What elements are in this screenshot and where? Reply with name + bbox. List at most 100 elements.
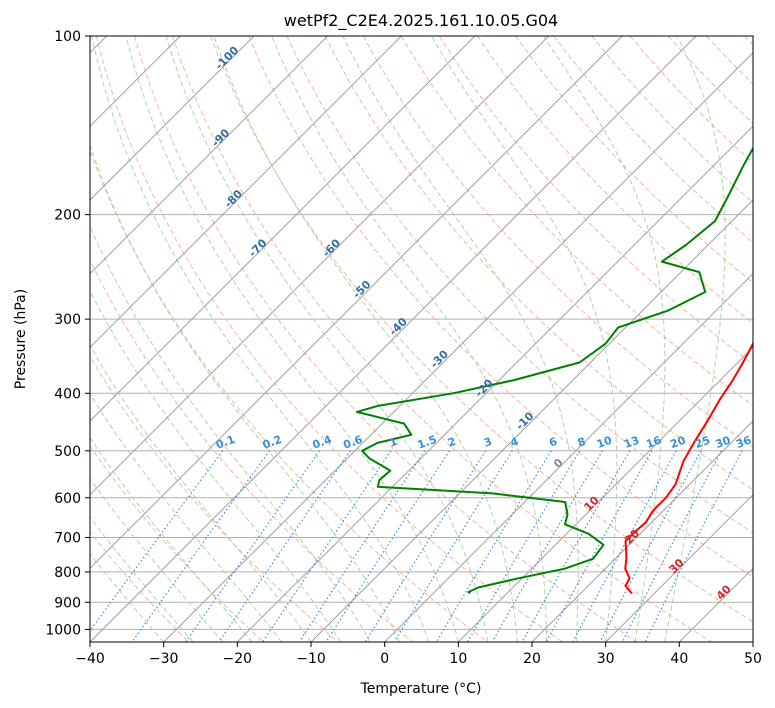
isotherm [90, 36, 402, 349]
moist-adiabat [91, 36, 430, 642]
dry-adiabat [515, 36, 753, 284]
mixing-ratio-label: 30 [714, 433, 733, 451]
isotherm [531, 420, 753, 642]
moist-adiabat [431, 36, 618, 642]
mixing-ratio-label: 4 [509, 435, 521, 450]
mixing-ratio-line [393, 450, 513, 642]
y-tick-label: 800 [54, 565, 81, 581]
x-axis-label: Temperature (°C) [360, 681, 482, 697]
x-axis-ticks: −40 −30 −20 −10 0 10 20 30 40 50 [75, 642, 762, 667]
mixing-ratio-label: 2 [446, 435, 458, 450]
y-tick-label: 300 [54, 312, 81, 328]
y-tick-label: 100 [54, 29, 81, 45]
dry-adiabats [90, 36, 753, 642]
mixing-ratio-line [262, 450, 392, 642]
pressure-gridlines [90, 36, 753, 630]
y-tick-label: 200 [54, 208, 81, 224]
dry-adiabat [248, 36, 753, 578]
x-tick-label: −40 [75, 651, 105, 667]
moist-adiabat [90, 143, 400, 642]
mixing-ratio-label: 25 [693, 434, 712, 451]
moist-adiabat [664, 36, 726, 642]
mixing-ratio-line [218, 450, 351, 642]
mixing-ratio-label: 20 [668, 433, 687, 451]
mixing-ratio-label: 16 [644, 433, 663, 451]
dry-adiabat [90, 355, 339, 642]
mixing-ratio-lines [90, 450, 743, 642]
moist-adiabat [90, 392, 282, 642]
mixing-ratio-line [621, 450, 722, 642]
y-tick-label: 600 [54, 491, 81, 507]
isotherm [90, 36, 255, 201]
x-tick-label: 10 [449, 651, 467, 667]
mixing-ratio-label: 36 [734, 433, 753, 451]
mixing-ratio-line [545, 450, 653, 642]
dry-adiabat [477, 36, 753, 324]
mixing-ratio-line [298, 450, 426, 642]
dry-adiabat [133, 36, 638, 642]
dry-adiabat [90, 149, 488, 642]
isotherm [457, 346, 753, 642]
mixing-ratio-line [435, 450, 552, 642]
isotherm [236, 125, 753, 642]
x-tick-label: 50 [744, 651, 762, 667]
x-tick-label: −10 [296, 651, 326, 667]
moist-adiabat [342, 36, 579, 642]
moist-adiabat [90, 477, 223, 642]
y-tick-label: 1000 [45, 622, 81, 638]
temperature-line [624, 340, 753, 595]
moist-adiabat [213, 36, 518, 642]
x-tick-label: −20 [223, 651, 253, 667]
mixing-ratio-label: 0.2 [261, 433, 284, 452]
isotherm [163, 51, 753, 642]
x-tick-label: 30 [597, 651, 615, 667]
y-tick-label: 700 [54, 531, 81, 547]
plot-area: -100-90-80-70 -60-50-40-30-20-10010203040… [90, 36, 753, 642]
dry-adiabat [438, 36, 753, 365]
isotherm [90, 36, 623, 570]
isotherm [605, 493, 753, 642]
mixing-ratio-line [572, 450, 677, 642]
isotherms [90, 36, 753, 642]
isotherm [90, 36, 476, 422]
x-tick-label: 20 [523, 651, 541, 667]
dry-adiabat [324, 36, 753, 491]
mixing-ratio-line [185, 450, 321, 642]
mixing-ratio-line [644, 450, 743, 642]
mixing-ratio-label: 0.1 [214, 433, 237, 452]
mixing-ratio-label: 13 [622, 434, 641, 451]
mixing-ratio-line [521, 450, 631, 642]
isotherm [90, 36, 329, 275]
y-tick-label: 500 [54, 444, 81, 460]
isotherm [310, 199, 753, 642]
x-tick-label: 0 [380, 651, 389, 667]
isotherm [90, 36, 697, 642]
mixing-ratio-label: 1 [388, 435, 400, 450]
chart-title: wetPf2_C2E4.2025.161.10.05.G04 [284, 11, 558, 31]
dry-adiabat [90, 258, 414, 642]
isotherm [90, 36, 550, 496]
dry-adiabat [90, 445, 264, 642]
y-axis-label: Pressure (hPa) [13, 289, 29, 389]
dry-adiabat [172, 36, 712, 642]
mixing-ratio-line [90, 450, 224, 632]
profile-series [355, 146, 753, 595]
mixing-ratio-label: 0.4 [311, 433, 334, 452]
y-tick-label: 900 [54, 595, 81, 611]
mixing-ratio-label: 0.6 [341, 433, 364, 452]
dry-adiabat [95, 36, 563, 642]
mixing-ratio-label: 1.5 [416, 433, 439, 452]
mixing-ratio-label: 8 [576, 435, 588, 450]
moist-adiabat [271, 36, 548, 642]
dry-adiabat [90, 531, 190, 642]
moist-adiabat [543, 36, 666, 642]
mixing-ratio-label: 3 [482, 435, 494, 450]
moist-adiabat [90, 289, 341, 642]
dewpoint-line [355, 146, 753, 595]
y-tick-label: 400 [54, 386, 81, 402]
x-tick-label: −30 [149, 651, 179, 667]
dry-adiabat [400, 36, 753, 407]
plot-frame [89, 35, 754, 643]
